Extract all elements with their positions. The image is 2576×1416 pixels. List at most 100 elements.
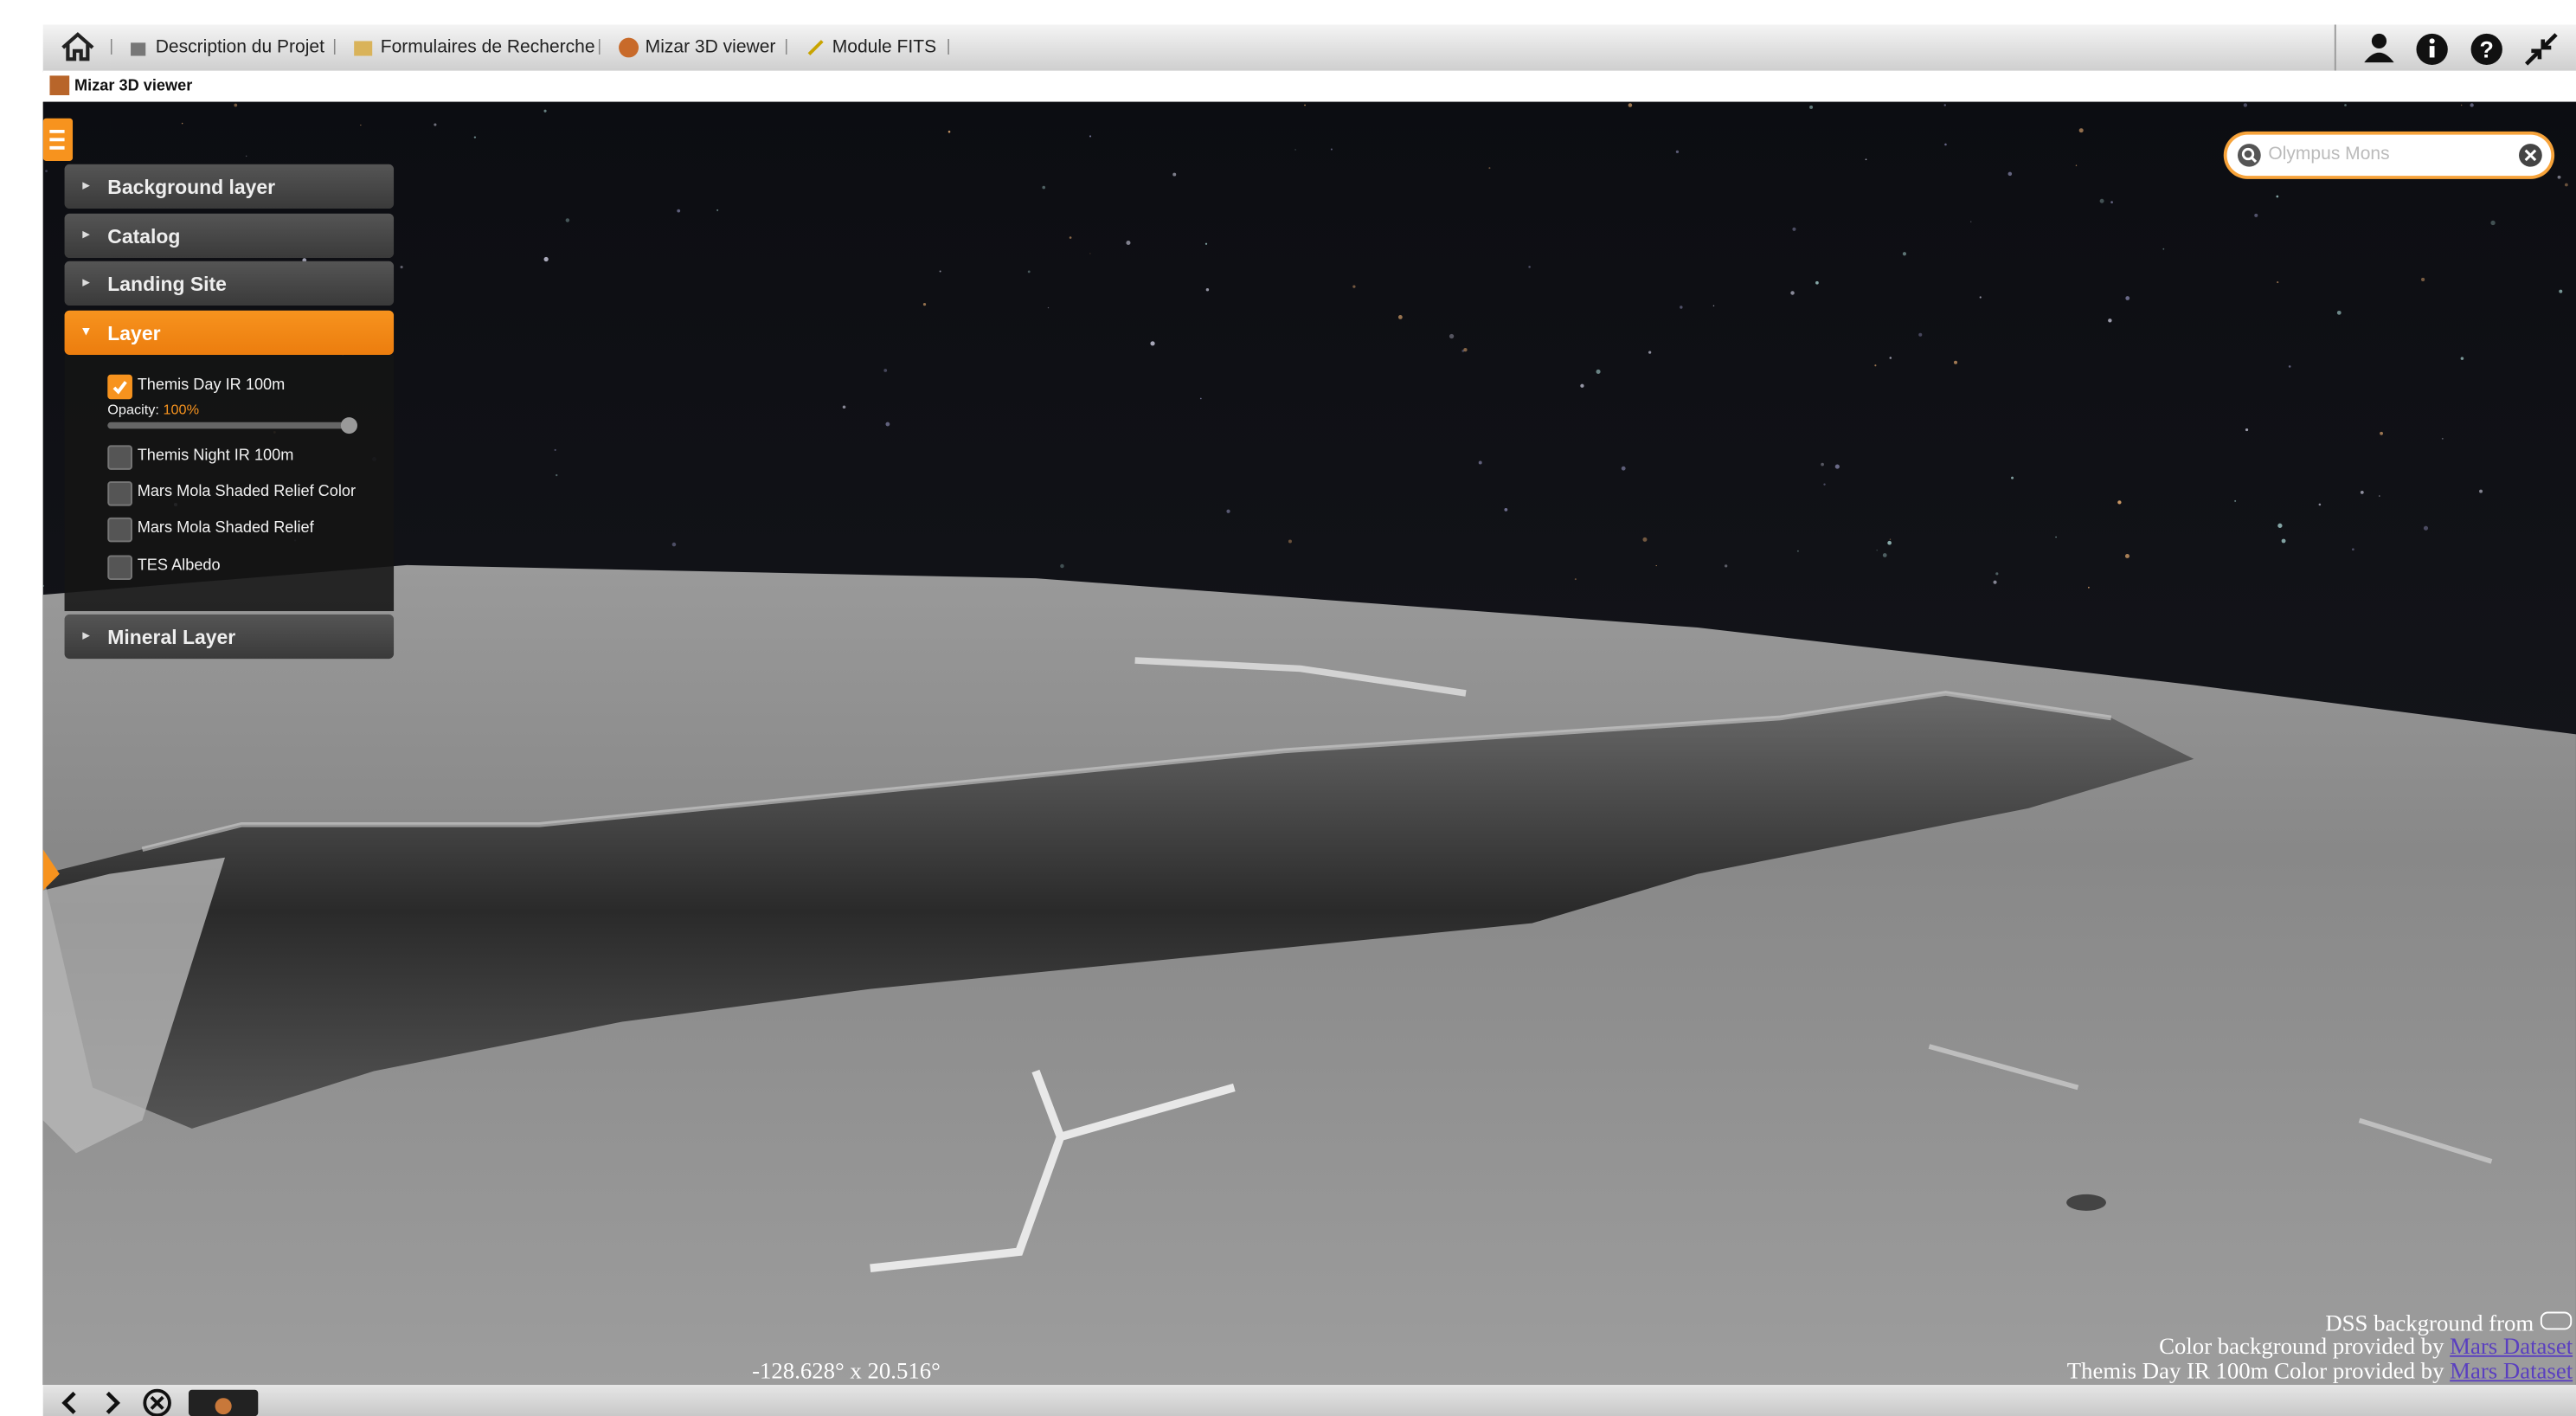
star — [42, 584, 45, 588]
menu-item[interactable]: Formulaires de Recherche — [380, 37, 595, 58]
layer-name: Themis Day IR 100m — [137, 376, 286, 395]
star — [2243, 103, 2248, 107]
star — [2470, 103, 2474, 107]
search-icon — [2237, 144, 2261, 167]
star — [45, 170, 48, 173]
attribution-text: DSS background from — [2325, 1312, 2534, 1337]
icon — [619, 37, 639, 58]
star — [2318, 503, 2322, 506]
star — [1642, 537, 1648, 542]
star — [1887, 540, 1892, 545]
star — [1060, 563, 1064, 569]
opacity-slider[interactable] — [107, 422, 357, 429]
star — [1993, 580, 1997, 584]
checkbox[interactable] — [107, 481, 132, 506]
star — [2460, 357, 2464, 360]
star — [1574, 578, 1577, 581]
star — [2007, 171, 2013, 177]
bottom-bar — [42, 1385, 2576, 1416]
attribution-text: Themis Day IR 100m Color provided by — [2066, 1360, 2444, 1386]
globe-viewer[interactable]: Olympus Mons -128.628° x 20.516° DSS bac… — [42, 101, 2576, 1386]
star — [2277, 523, 2283, 528]
star — [2380, 431, 2384, 435]
star — [1126, 240, 1131, 246]
checkbox-checked[interactable] — [107, 374, 132, 400]
star — [1478, 460, 1482, 465]
accordion-header[interactable]: ▸ Landing Site — [64, 261, 395, 306]
menu-item[interactable]: Module FITS — [832, 37, 937, 58]
star — [1944, 143, 1947, 146]
accordion-header[interactable]: ▾ Layer — [64, 310, 395, 355]
attribution-text: Color background provided by — [2159, 1336, 2444, 1361]
home-icon[interactable] — [60, 29, 96, 62]
attribution: Themis Day IR 100m Color provided by Mar… — [2067, 1361, 2573, 1385]
menu-item[interactable]: Mizar 3D viewer — [645, 37, 776, 58]
layer-name: TES Albedo — [137, 557, 221, 576]
star — [2490, 220, 2496, 226]
section-title: Landing Site — [107, 273, 227, 296]
search-placeholder: Olympus Mons — [2268, 145, 2390, 164]
star — [1889, 538, 1892, 540]
panel-toggle[interactable] — [42, 118, 74, 162]
star — [1204, 242, 1208, 245]
star — [1865, 158, 1867, 161]
star — [2441, 437, 2444, 440]
star — [1655, 564, 1657, 567]
star — [2117, 500, 2122, 505]
star — [2124, 553, 2130, 558]
tab-bar: Mizar 3D viewer — [42, 70, 2576, 104]
toolbar: | Description du Projet | Formulaires de… — [42, 24, 2576, 73]
link[interactable]: Mars Dataset — [2450, 1360, 2573, 1386]
star — [2011, 476, 2014, 480]
star — [2099, 198, 2104, 203]
star — [1889, 357, 1892, 359]
accordion-header[interactable]: ▸ Background layer — [64, 164, 395, 209]
star — [1792, 227, 1796, 231]
star — [2281, 538, 2286, 544]
star — [677, 209, 681, 213]
slider-handle[interactable] — [340, 417, 357, 434]
coordinates: -128.628° x 20.516° — [752, 1360, 941, 1386]
star — [434, 123, 437, 126]
star — [1648, 351, 1652, 354]
star — [1226, 509, 1230, 513]
star — [1089, 135, 1092, 138]
nav-controls[interactable] — [53, 1388, 285, 1416]
tab-title[interactable]: Mizar 3D viewer — [74, 77, 193, 96]
toolbar-icons[interactable]: ? — [2360, 31, 2566, 68]
star — [1488, 167, 1491, 170]
star — [1449, 333, 1455, 339]
star — [1680, 306, 1683, 309]
menu-item[interactable]: Description du Projet — [155, 37, 324, 58]
star — [1796, 550, 1799, 552]
star — [2336, 310, 2342, 315]
section-title: Catalog — [107, 225, 181, 248]
attribution: Color background provided by Mars Datase… — [2159, 1336, 2573, 1361]
dss-icon — [2540, 1311, 2573, 1330]
star — [1150, 341, 1155, 346]
star — [2162, 248, 2165, 250]
checkbox[interactable] — [107, 445, 132, 470]
star — [1352, 285, 1356, 288]
star — [948, 130, 951, 133]
search-box[interactable]: Olympus Mons — [2226, 134, 2552, 177]
star — [2108, 319, 2112, 323]
star — [543, 256, 549, 262]
link[interactable]: Mars Dataset — [2450, 1336, 2573, 1361]
star — [1874, 364, 1877, 367]
accordion-header[interactable]: ▸ Catalog — [64, 213, 395, 258]
clear-icon[interactable] — [2518, 143, 2543, 167]
star — [1943, 104, 1946, 106]
layer-name: Themis Night IR 100m — [137, 447, 294, 466]
star — [1330, 148, 1333, 151]
star — [2245, 428, 2249, 432]
star — [1902, 252, 1907, 256]
accordion-header[interactable]: ▸ Mineral Layer — [64, 614, 395, 660]
star — [2277, 281, 2279, 284]
star — [939, 270, 941, 273]
star — [1823, 483, 1826, 486]
checkbox[interactable] — [107, 555, 132, 580]
star — [2288, 365, 2291, 368]
star — [1621, 466, 1626, 471]
checkbox[interactable] — [107, 517, 132, 543]
